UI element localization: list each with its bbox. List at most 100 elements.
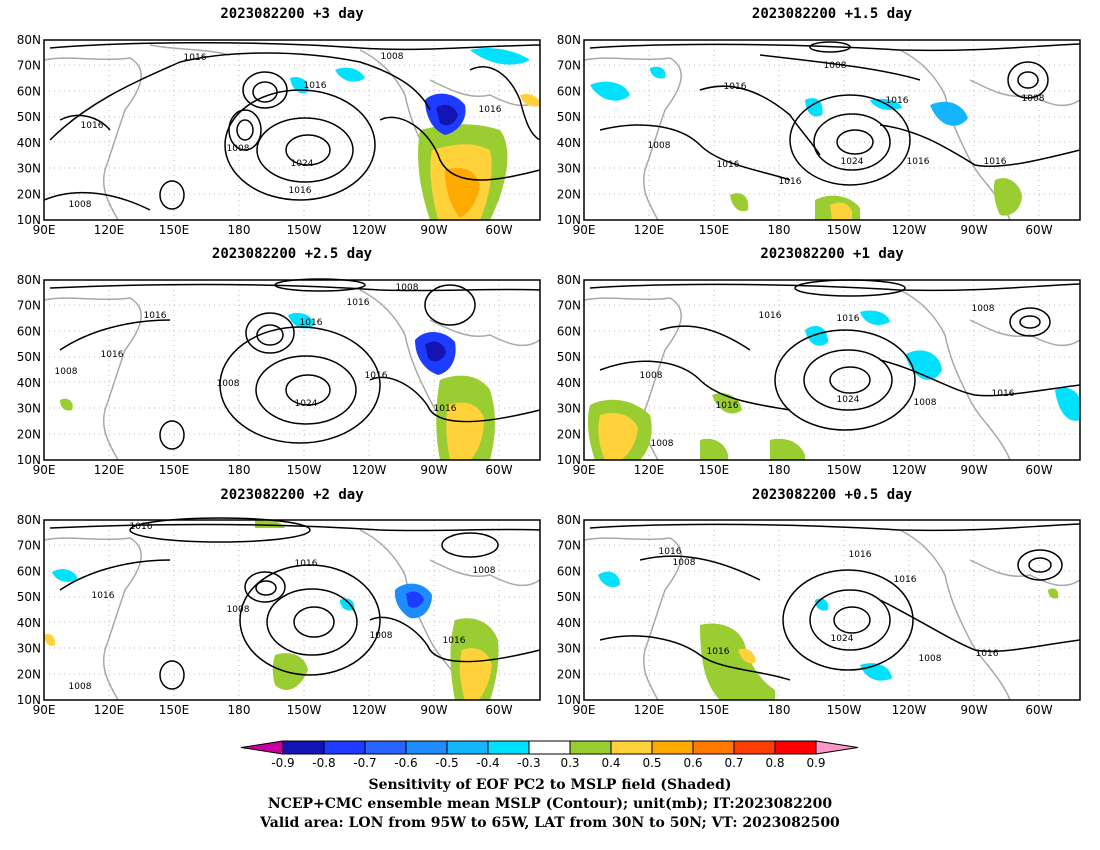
lat-tick-label: 50N (17, 590, 41, 604)
shading (290, 48, 540, 220)
contour-label: 1016 (779, 177, 802, 187)
lon-tick-label: 90W (960, 223, 987, 237)
lat-tick-label: 80N (557, 273, 581, 287)
colorbar-label: -0.7 (353, 756, 376, 770)
contour-label: 1008 (55, 367, 78, 377)
caption-line-2: NCEP+CMC ensemble mean MSLP (Contour); u… (267, 796, 833, 812)
lon-tick-label: 90E (33, 223, 56, 237)
lat-tick-label: 80N (17, 273, 41, 287)
lon-tick-label: 60W (1025, 223, 1052, 237)
lat-tick-label: 10N (17, 213, 41, 227)
colorbar-segment (487, 740, 530, 755)
lon-tick-label: 180 (768, 703, 791, 717)
lon-tick-label: 60W (1025, 703, 1052, 717)
lat-tick-label: 40N (17, 616, 41, 630)
panel-title-4: 2023082200 +1 day (760, 246, 904, 262)
lon-tick-label: 60W (485, 463, 512, 477)
contour-label: 1008 (381, 52, 404, 62)
contour-label: 1016 (724, 82, 747, 92)
contour-label: 1016 (759, 311, 782, 321)
lat-tick-label: 10N (17, 453, 41, 467)
lat-tick-label: 20N (17, 427, 41, 441)
lat-tick-label: 80N (17, 33, 41, 47)
map-panel-2: 1016 1016 1008 1016 1016 1008 1024 1016 … (583, 39, 1081, 221)
lon-tick-label: 120E (94, 223, 125, 237)
lat-tick-label: 70N (17, 299, 41, 313)
lon-tick-label: 150W (287, 463, 322, 477)
lon-tick-label: 120E (634, 223, 665, 237)
contour-label: 1016 (130, 522, 153, 532)
lat-tick-label: 20N (17, 667, 41, 681)
colorbar-label: -0.3 (517, 756, 540, 770)
lat-tick-label: 10N (17, 693, 41, 707)
contour-label: 1008 (640, 371, 663, 381)
grid-lines (44, 40, 540, 220)
contour-label: 1008 (396, 283, 419, 293)
lon-tick-label: 90W (960, 463, 987, 477)
contour-label: 1016 (976, 649, 999, 659)
contour-label: 1016 (289, 186, 312, 196)
colorbar-label: -0.4 (476, 756, 499, 770)
contour-label: 1016 (837, 314, 860, 324)
lat-tick-label: 30N (557, 642, 581, 656)
lon-tick-label: 150E (159, 703, 190, 717)
panel-title-6: 2023082200 +0.5 day (751, 487, 913, 503)
lat-tick-label: 30N (17, 642, 41, 656)
lon-tick-label: 90W (420, 463, 447, 477)
lat-tick-label: 50N (17, 350, 41, 364)
lon-tick-label: 90W (960, 703, 987, 717)
lat-tick-label: 50N (557, 110, 581, 124)
lat-tick-label: 40N (557, 136, 581, 150)
contour-label: 1008 (919, 654, 942, 664)
contour-label: 1016 (184, 53, 207, 63)
lat-tick-label: 20N (557, 187, 581, 201)
contour-label: 1016 (479, 105, 502, 115)
lat-tick-label: 50N (557, 590, 581, 604)
lat-tick-label: 60N (17, 324, 41, 338)
contour-label: 1016 (984, 157, 1007, 167)
lat-tick-label: 60N (557, 564, 581, 578)
colorbar-over-arrow (815, 740, 859, 755)
contour-label: 1008 (651, 439, 674, 449)
contour-label: 1008 (227, 605, 250, 615)
contour-label: 1008 (370, 631, 393, 641)
contour-label: 1016 (434, 404, 457, 414)
lon-tick-label: 120W (892, 223, 927, 237)
colorbar-label: 0.9 (806, 756, 825, 770)
lon-tick-label: 180 (768, 223, 791, 237)
colorbar-segment (651, 740, 694, 755)
contour-label: 1008 (824, 61, 847, 71)
panel-title-5: 2023082200 +2 day (220, 487, 364, 503)
lon-tick-label: 60W (1025, 463, 1052, 477)
contour-label: 1016 (716, 401, 739, 411)
contour-label: 1016 (707, 647, 730, 657)
contour-label: 1016 (81, 121, 104, 131)
lat-tick-label: 20N (17, 187, 41, 201)
lat-tick-label: 70N (17, 59, 41, 73)
contour-label: 1024 (837, 395, 860, 405)
map-panel-4: 1016 1016 1008 1008 1016 1024 1008 1016 … (583, 279, 1081, 461)
lat-tick-label: 70N (557, 59, 581, 73)
contour-label: 1008 (1022, 94, 1045, 104)
contour-label: 1016 (304, 81, 327, 91)
lat-tick-label: 30N (17, 162, 41, 176)
lon-tick-label: 90W (420, 703, 447, 717)
caption: Sensitivity of EOF PC2 to MSLP field (Sh… (0, 776, 1100, 833)
lon-tick-label: 90E (33, 463, 56, 477)
contour-label: 1008 (69, 200, 92, 210)
map-panel-3: 1008 1016 1016 1016 1016 1008 1008 1024 … (43, 278, 541, 461)
contour-label: 1008 (473, 566, 496, 576)
colorbar-label: 0.6 (683, 756, 702, 770)
colorbar-label: 0.5 (642, 756, 661, 770)
colorbar-label: -0.9 (271, 756, 294, 770)
map-panel-5: 1016 1016 1016 1008 1008 1016 1008 1008 (43, 517, 541, 701)
lon-tick-label: 150E (159, 223, 190, 237)
lat-tick-label: 10N (557, 453, 581, 467)
colorbar-segment (405, 740, 448, 755)
lon-tick-label: 150E (159, 463, 190, 477)
contour-label: 1016 (295, 559, 318, 569)
lon-tick-label: 180 (768, 463, 791, 477)
lon-tick-label: 120E (94, 463, 125, 477)
lon-tick-label: 60W (485, 703, 512, 717)
lat-tick-label: 40N (557, 616, 581, 630)
